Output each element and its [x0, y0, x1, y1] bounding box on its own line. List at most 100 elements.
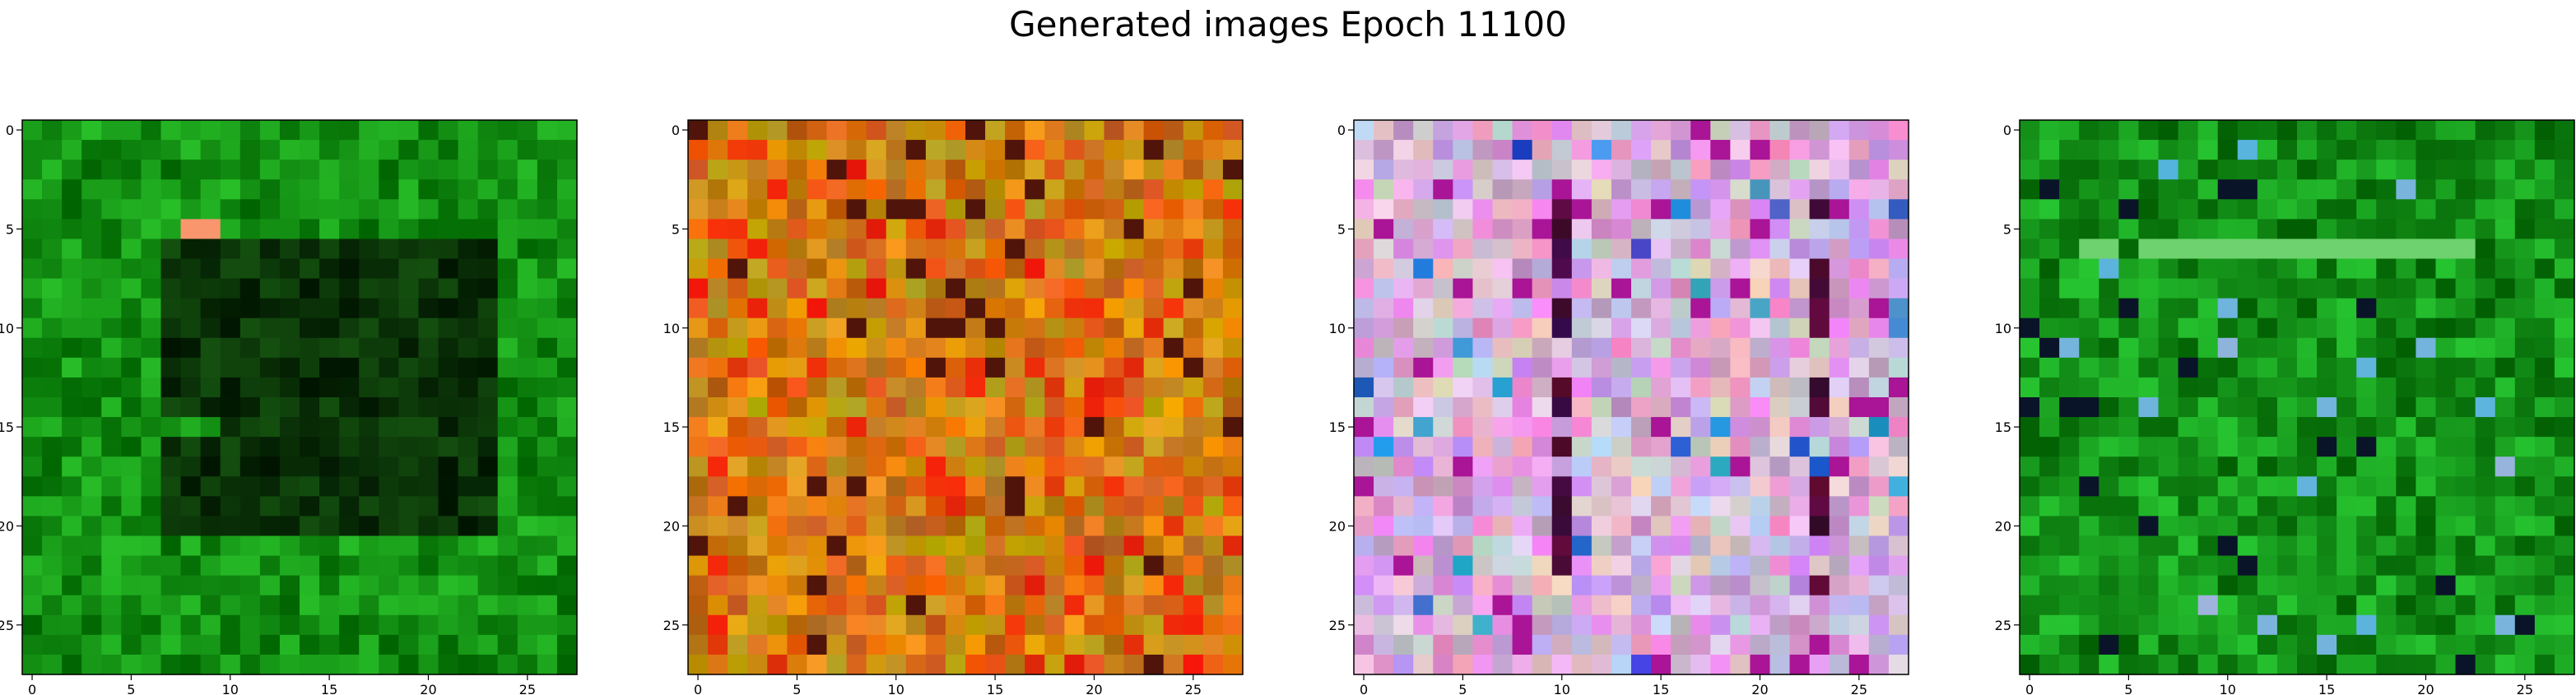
image-pixel	[42, 575, 63, 596]
image-pixel	[2020, 239, 2040, 260]
image-pixel	[846, 595, 867, 616]
image-pixel	[1769, 357, 1791, 378]
image-pixel	[101, 595, 122, 616]
image-pixel	[2158, 278, 2179, 299]
image-pixel	[438, 140, 459, 160]
image-pixel	[2178, 357, 2199, 378]
image-pixel	[2356, 516, 2377, 537]
image-pixel	[2118, 437, 2140, 457]
image-pixel	[2376, 476, 2397, 497]
image-pixel	[42, 417, 63, 438]
image-pixel	[2356, 535, 2377, 557]
y-tick-label: 15	[1329, 419, 1346, 435]
image-pixel	[1848, 614, 1870, 636]
image-pixel	[1413, 140, 1434, 160]
image-pixel	[81, 120, 102, 141]
image-pixel	[2138, 575, 2160, 596]
image-pixel	[141, 614, 162, 636]
image-pixel	[2435, 317, 2457, 339]
image-pixel	[2059, 417, 2080, 438]
image-pixel	[1354, 614, 1374, 636]
image-pixel	[1472, 555, 1494, 577]
image-pixel	[2356, 575, 2377, 596]
image-pixel	[1532, 417, 1553, 438]
image-pixel	[807, 437, 828, 457]
image-pixel	[1354, 496, 1374, 517]
image-pixel	[2514, 634, 2536, 656]
image-pixel	[477, 476, 499, 497]
image-pixel	[418, 595, 439, 616]
image-pixel	[379, 437, 399, 457]
image-pixel	[339, 160, 360, 180]
image-pixel	[2257, 654, 2278, 675]
image-pixel	[1809, 317, 1830, 339]
image-pixel	[1064, 140, 1086, 160]
image-pixel	[866, 258, 887, 280]
image-pixel	[846, 317, 867, 339]
image-pixel	[2197, 535, 2219, 557]
image-pixel	[1222, 575, 1244, 596]
image-pixel	[2376, 278, 2397, 299]
image-pixel	[866, 516, 887, 537]
image-pixel	[1222, 317, 1244, 339]
image-pixel	[359, 654, 379, 675]
image-pixel	[300, 496, 320, 517]
image-pixel	[965, 476, 986, 497]
x-tick-label: 10	[1554, 682, 1570, 695]
image-pixel	[925, 219, 946, 240]
image-pixel	[1005, 437, 1025, 457]
image-pixel	[239, 337, 261, 359]
image-pixel	[556, 654, 578, 675]
image-pixel	[1374, 337, 1394, 359]
image-pixel	[2099, 555, 2119, 577]
image-pixel	[1710, 140, 1731, 160]
image-pixel	[2178, 278, 2199, 299]
image-pixel	[2475, 575, 2496, 596]
image-pixel	[2079, 417, 2099, 438]
image-pixel	[1183, 377, 1204, 398]
image-pixel	[1104, 377, 1125, 398]
image-pixel	[259, 278, 281, 299]
image-pixel	[2475, 219, 2496, 240]
image-pixel	[2217, 298, 2239, 319]
image-pixel	[2039, 595, 2060, 616]
image-pixel	[1123, 634, 1145, 656]
image-pixel	[1809, 614, 1830, 636]
image-pixel	[2118, 140, 2140, 160]
image-pixel	[1453, 239, 1474, 260]
image-pixel	[1571, 120, 1593, 141]
image-pixel	[1472, 317, 1494, 339]
image-pixel	[2039, 535, 2060, 557]
image-pixel	[1551, 377, 1573, 398]
image-pixel	[1084, 397, 1105, 418]
image-pixel	[1453, 140, 1474, 160]
image-pixel	[2396, 219, 2417, 240]
image-pixel	[1571, 357, 1593, 378]
image-pixel	[1551, 397, 1573, 418]
image-pixel	[1084, 595, 1105, 616]
image-pixel	[1809, 219, 1830, 240]
image-pixel	[1183, 120, 1204, 141]
image-pixel	[1571, 397, 1593, 418]
image-pixel	[1710, 239, 1731, 260]
image-pixel	[477, 278, 499, 299]
image-pixel	[42, 219, 63, 240]
image-pixel	[2495, 476, 2516, 497]
image-pixel	[1472, 219, 1494, 240]
image-pixel	[886, 634, 907, 656]
image-pixel	[180, 219, 202, 240]
image-pixel	[728, 614, 748, 636]
image-pixel	[239, 614, 261, 636]
image-pixel	[160, 357, 182, 378]
image-pixel	[62, 278, 82, 299]
image-pixel	[2118, 160, 2140, 180]
image-pixel	[1611, 476, 1632, 497]
image-pixel	[1163, 179, 1184, 200]
image-pixel	[2396, 160, 2417, 180]
image-pixel	[2257, 417, 2278, 438]
image-pixel	[2178, 535, 2199, 557]
image-pixel	[2475, 397, 2496, 418]
image-pixel	[2514, 337, 2536, 359]
image-pixel	[1123, 437, 1145, 457]
image-pixel	[688, 278, 709, 299]
